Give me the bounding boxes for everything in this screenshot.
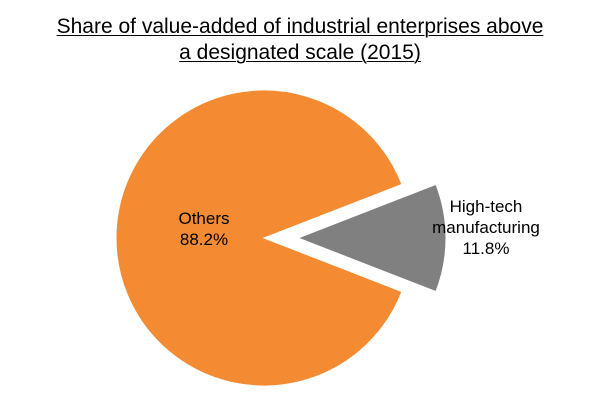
pie-slices (115, 89, 447, 387)
pie-labels: High-tech manufacturing 11.8% Others 88.2% (178, 197, 539, 258)
pie-value-label-others: 88.2% (180, 230, 228, 249)
chart-title: Share of value-added of industrial enter… (0, 14, 600, 66)
pie-slice-others (115, 89, 403, 387)
chart-title-line-2: a designated scale (2015) (179, 41, 421, 64)
pie-name-label-others: Others (178, 209, 229, 228)
pie-name-label-high-tech-manufacturing: manufacturing (432, 218, 540, 237)
chart-title-line-1: Share of value-added of industrial enter… (56, 15, 544, 38)
pie-name-label-high-tech-manufacturing: High-tech (450, 197, 523, 216)
pie-slice-high-tech-manufacturing (296, 183, 447, 293)
pie-label-others: Others 88.2% (178, 209, 229, 249)
pie-label-high-tech-manufacturing: High-tech manufacturing 11.8% (432, 197, 540, 258)
pie-value-label-high-tech-manufacturing: 11.8% (463, 239, 510, 258)
